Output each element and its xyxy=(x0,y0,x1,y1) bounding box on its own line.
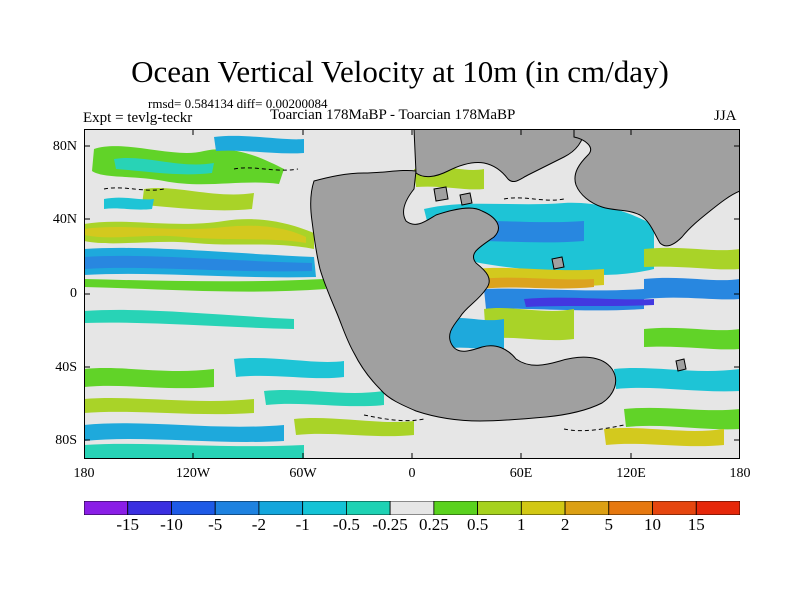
colorbar-label-4: -1 xyxy=(295,515,310,534)
lat-label-40s: 40S xyxy=(55,360,77,375)
lon-label-180-east: 180 xyxy=(729,466,751,481)
lon-label-180-west: 180 xyxy=(73,466,95,481)
lon-label-60e: 60E xyxy=(509,466,533,481)
rmsd-diff-stats: rmsd= 0.584134 diff= 0.00200084 xyxy=(148,96,328,111)
colorbar-label-13: 15 xyxy=(687,515,705,534)
lon-label-120w: 120W xyxy=(175,466,211,481)
lon-label-120e: 120E xyxy=(616,466,646,481)
colorbar-label-0: -15 xyxy=(116,515,140,534)
colorbar-label-3: -2 xyxy=(251,515,266,534)
colorbar-box-11 xyxy=(564,501,610,515)
season-label: JJA xyxy=(714,108,737,124)
colorbar-label-6: -0.25 xyxy=(372,515,408,534)
land-island-4 xyxy=(675,358,687,372)
axis-ticks xyxy=(84,129,740,459)
lat-label-40n: 40N xyxy=(52,212,77,227)
colorbar-box-9 xyxy=(477,501,522,515)
colorbar-label-10: 2 xyxy=(560,515,570,534)
land-mass-northeast xyxy=(573,129,740,247)
colorbar-label-1: -10 xyxy=(160,515,183,534)
land-island-3 xyxy=(551,256,565,270)
lat-label-80s: 80S xyxy=(55,433,77,448)
colorbar-label-7: 0.25 xyxy=(419,515,449,534)
colorbar-box-13 xyxy=(652,501,697,515)
coast-dashes xyxy=(103,167,625,432)
colorbar-box-4 xyxy=(258,501,304,515)
colorbar xyxy=(84,501,740,515)
lat-label-0: 0 xyxy=(70,286,77,301)
colorbar-box-0 xyxy=(84,501,129,515)
lat-label-80n: 80N xyxy=(52,139,77,154)
colorbar-box-7 xyxy=(389,501,435,515)
colorbar-box-12 xyxy=(608,501,653,515)
colorbar-box-2 xyxy=(171,501,216,515)
colorbar-label-9: 1 xyxy=(517,515,526,534)
lon-label-60w: 60W xyxy=(289,466,317,481)
colorbar-box-5 xyxy=(302,501,347,515)
colorbar-box-14 xyxy=(695,501,740,515)
velocity-field xyxy=(84,135,740,459)
colorbar-label-11: 5 xyxy=(604,515,614,534)
figure-title: Ocean Vertical Velocity at 10m (in cm/da… xyxy=(131,54,669,89)
case-label: Toarcian 178MaBP - Toarcian 178MaBP xyxy=(270,107,516,123)
land-island-2 xyxy=(459,192,473,206)
land-mass-north xyxy=(413,129,585,182)
colorbar-label-5: -0.5 xyxy=(332,515,360,534)
colorbar-box-1 xyxy=(127,501,172,515)
colorbar-label-12: 10 xyxy=(644,515,661,534)
lon-label-0: 0 xyxy=(408,466,416,481)
land-mass-pangaea xyxy=(310,169,617,422)
colorbar-box-8 xyxy=(433,501,478,515)
vertical-velocity-map xyxy=(84,129,740,459)
colorbar-box-3 xyxy=(214,501,260,515)
colorbar-box-6 xyxy=(345,501,391,515)
experiment-label: Expt = tevlg-teckr xyxy=(83,110,193,126)
colorbar-label-2: -5 xyxy=(208,515,223,534)
colorbar-label-8: 0.5 xyxy=(466,515,489,534)
land-island-1 xyxy=(433,186,449,202)
colorbar-box-10 xyxy=(520,501,566,515)
